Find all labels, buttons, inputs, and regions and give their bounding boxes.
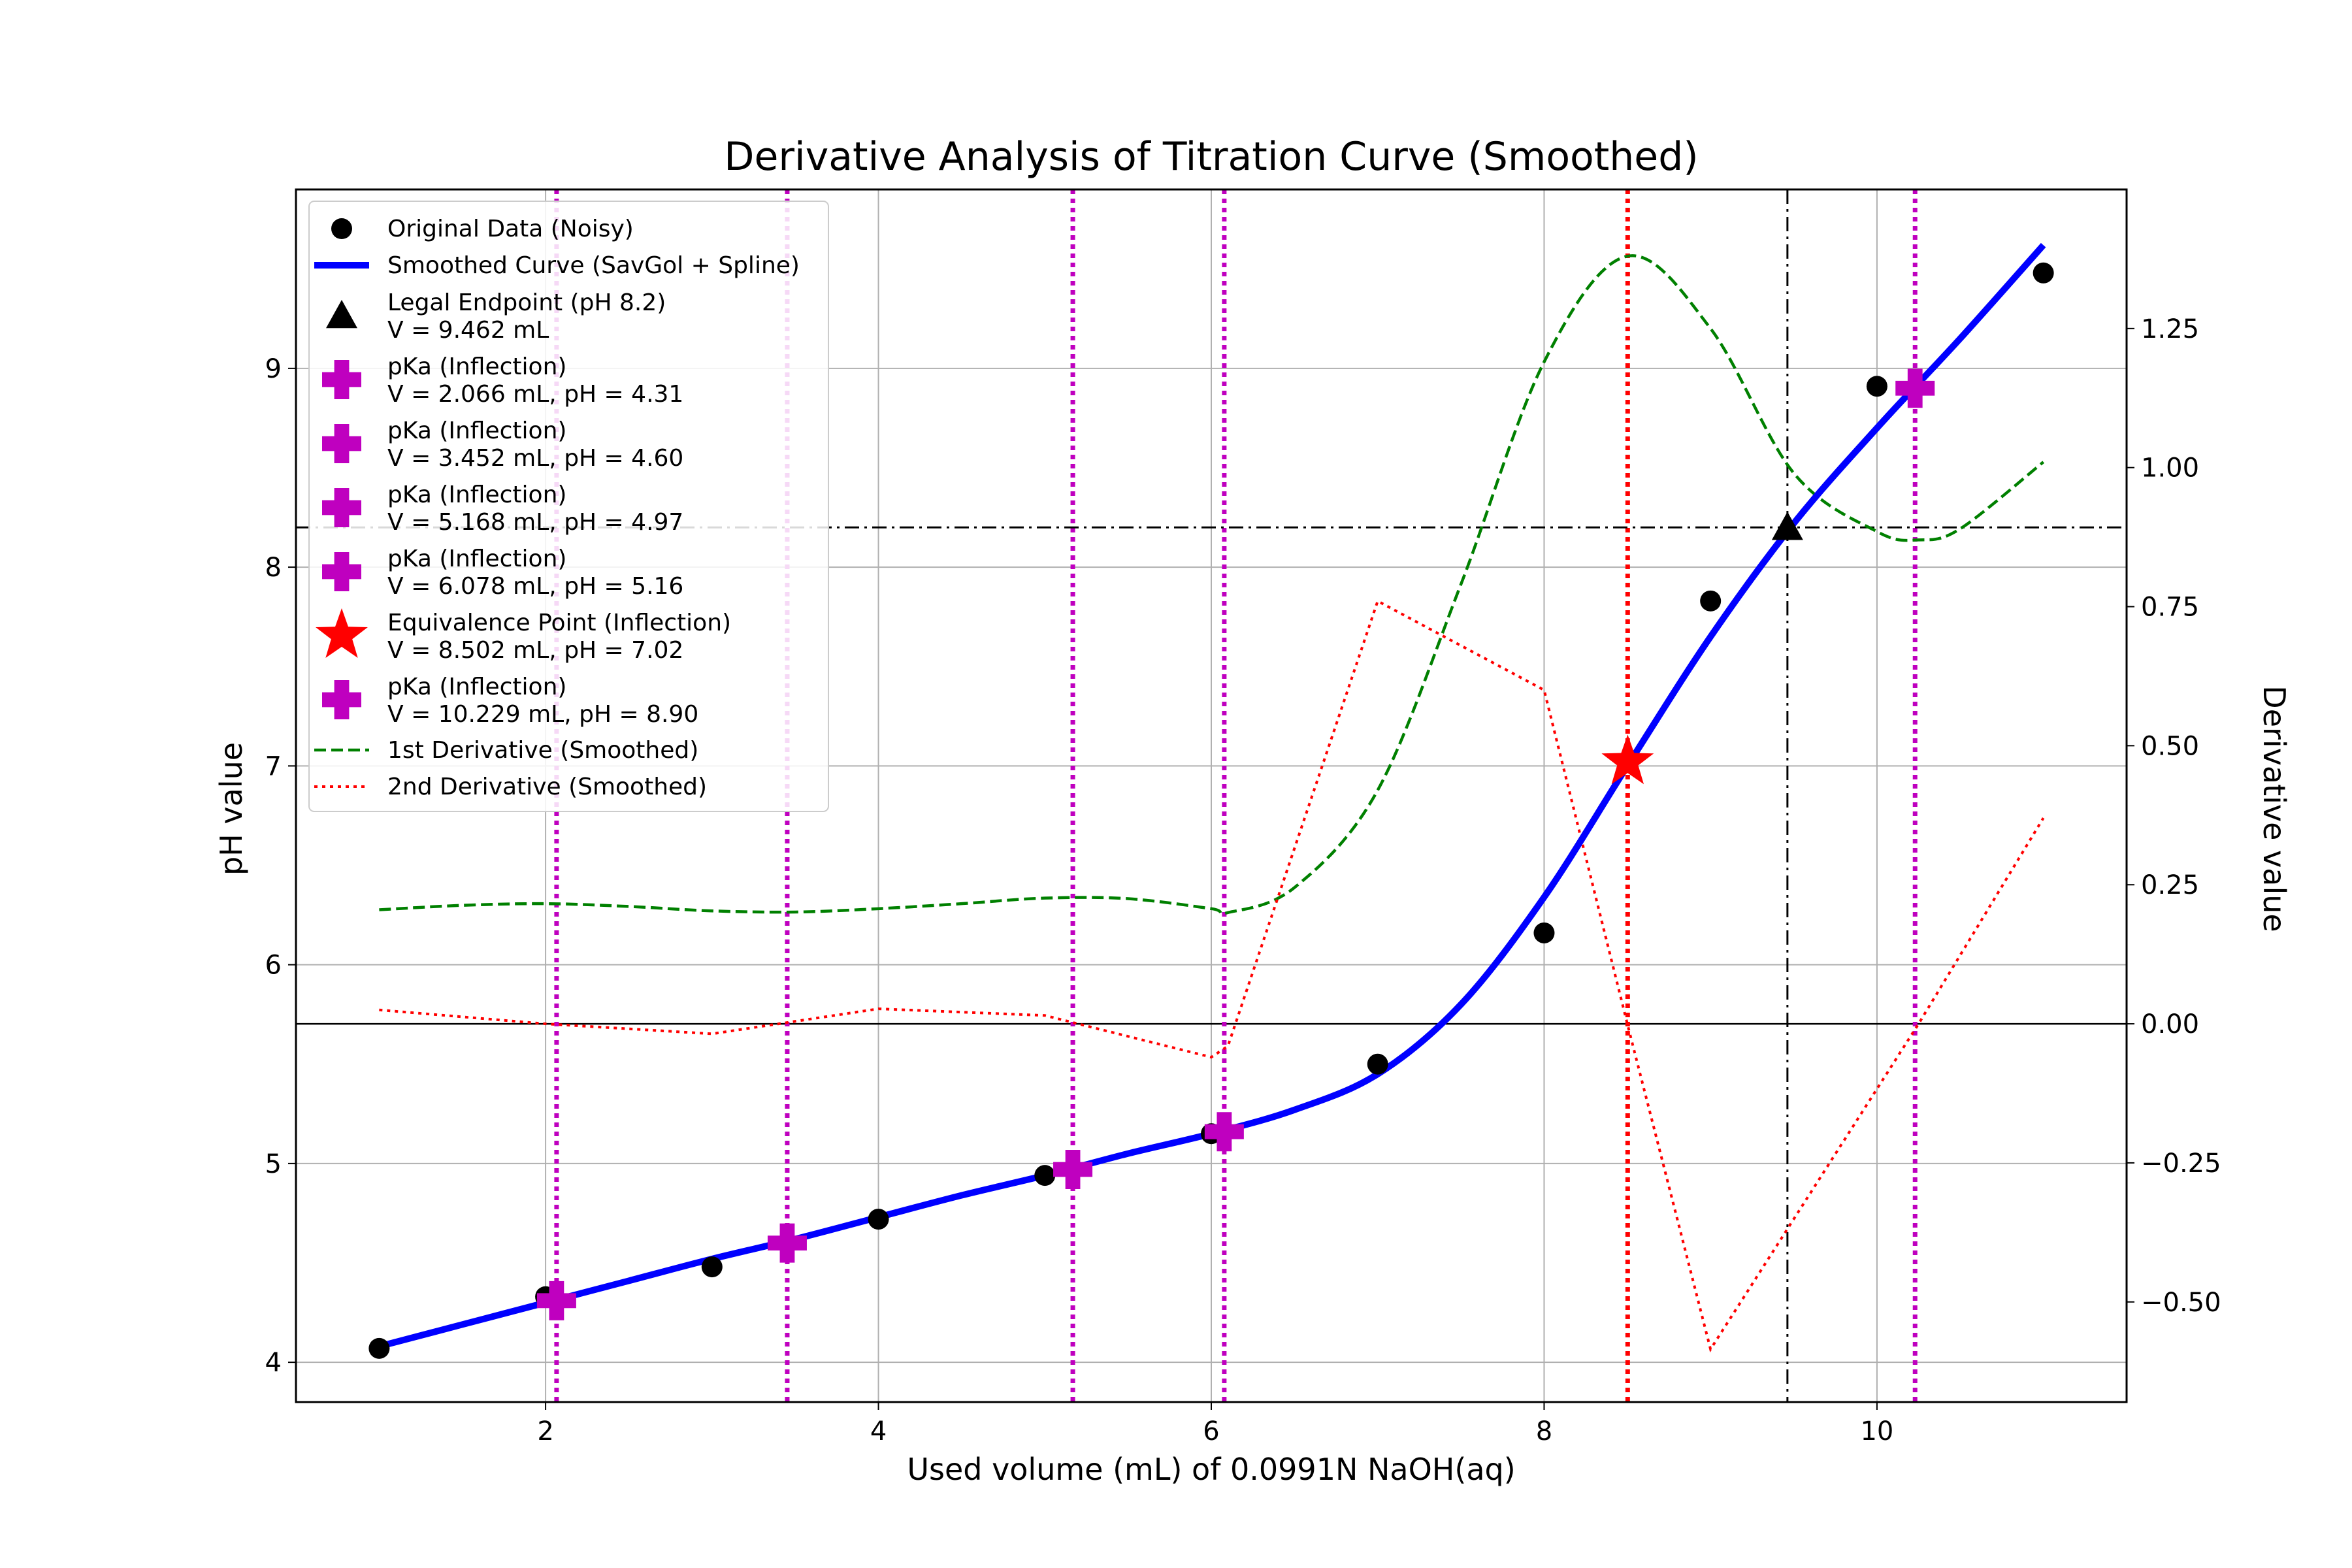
original-data-point (1367, 1053, 1388, 1075)
pka-marker (767, 1223, 807, 1263)
equivalence-point-marker (1601, 734, 1654, 785)
legend-marker (322, 552, 361, 591)
legend-label: Smoothed Curve (SavGol + Spline) (387, 252, 800, 279)
legend-label: 2nd Derivative (Smoothed) (387, 774, 707, 800)
original-data-point (1034, 1165, 1056, 1186)
y2-tick-label: 0.50 (2141, 731, 2199, 761)
legend-sublabel: V = 5.168 mL, pH = 4.97 (387, 509, 683, 536)
y2-tick-label: 0.00 (2141, 1009, 2199, 1039)
legend-sublabel: V = 10.229 mL, pH = 8.90 (387, 701, 698, 728)
legend-sublabel: V = 8.502 mL, pH = 7.02 (387, 637, 683, 664)
legend-box (308, 201, 829, 812)
chart-title: Derivative Analysis of Titration Curve (… (724, 134, 1698, 180)
y-tick-label: 6 (265, 951, 282, 981)
axis-ticks: 2 4 6 8 10 4 5 6 7 8 9 −0.50 −0.25 0.00 0.25 0.50 0.75 1.… (265, 314, 2221, 1446)
legend-label: Legal Endpoint (pH 8.2) (387, 289, 666, 316)
y2-tick-label: −0.25 (2141, 1149, 2221, 1179)
y-axis-label: pH value (214, 742, 249, 875)
legend-marker (322, 680, 361, 719)
legend-sublabel: V = 9.462 mL (387, 317, 549, 344)
legend-marker (326, 300, 357, 329)
pka-marker (1053, 1150, 1093, 1190)
pka-marker (536, 1281, 576, 1320)
x-tick-label: 4 (870, 1416, 887, 1446)
legend-sublabel: V = 3.452 mL, pH = 4.60 (387, 445, 683, 472)
x-tick-label: 6 (1203, 1416, 1219, 1446)
legend-label: 1st Derivative (Smoothed) (387, 737, 698, 764)
legend-marker (316, 608, 368, 658)
y-tick-label: 4 (265, 1348, 282, 1378)
y2-tick-label: −0.50 (2141, 1288, 2221, 1318)
legend-marker (322, 360, 361, 399)
legend-label: Original Data (Noisy) (387, 216, 634, 242)
legend-marker (322, 424, 361, 463)
original-data-point (368, 1337, 390, 1359)
pka-marker (1204, 1112, 1244, 1152)
y2-tick-label: 0.25 (2141, 870, 2199, 900)
legend-label: Equivalence Point (Inflection) (387, 610, 731, 636)
legend-label: pKa (Inflection) (387, 674, 566, 700)
y2-axis-label: Derivative value (2257, 685, 2292, 932)
legend-marker (322, 488, 361, 527)
original-data-point (1700, 590, 1722, 612)
legal-endpoint-marker (1771, 512, 1803, 540)
x-tick-label: 2 (537, 1416, 553, 1446)
legend-label: pKa (Inflection) (387, 417, 566, 444)
y-tick-label: 5 (265, 1149, 282, 1179)
legend: Original Data (Noisy) Smoothed Curve (Sav… (308, 201, 829, 812)
y-tick-label: 7 (265, 751, 282, 781)
plot-frame (295, 188, 2128, 1403)
y2-tick-label: 1.00 (2141, 453, 2199, 483)
original-data-point (868, 1209, 889, 1230)
y-tick-label: 8 (265, 553, 282, 583)
x-tick-label: 8 (1536, 1416, 1552, 1446)
legend-label: pKa (Inflection) (387, 482, 566, 508)
legend-label: pKa (Inflection) (387, 546, 566, 572)
pka-marker (1895, 368, 1935, 408)
x-tick-label: 10 (1860, 1416, 1893, 1446)
legend-sublabel: V = 2.066 mL, pH = 4.31 (387, 381, 683, 408)
original-data-point (1866, 376, 1887, 397)
legend-label: pKa (Inflection) (387, 353, 566, 380)
second-derivative-line (379, 599, 2045, 1353)
original-data-point (701, 1256, 723, 1278)
legend-marker (331, 218, 352, 239)
y-tick-label: 9 (265, 354, 282, 384)
x-axis-label: Used volume (mL) of 0.0991N NaOH(aq) (907, 1452, 1515, 1487)
y2-tick-label: 1.25 (2141, 314, 2199, 344)
original-data-point (1533, 922, 1555, 943)
original-data-point (2033, 262, 2054, 284)
y2-tick-label: 0.75 (2141, 593, 2199, 623)
first-derivative-line (379, 254, 2045, 915)
legend-sublabel: V = 6.078 mL, pH = 5.16 (387, 573, 683, 600)
